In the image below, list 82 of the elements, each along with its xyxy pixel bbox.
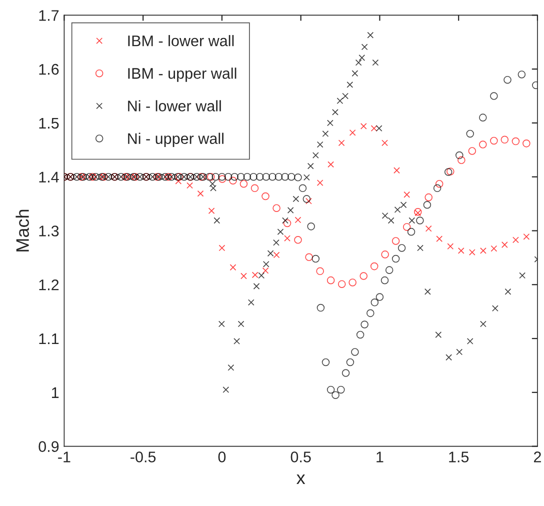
- point: [240, 180, 248, 188]
- point: [480, 247, 486, 254]
- point: [523, 233, 530, 240]
- y-tick-label: 1.5: [39, 118, 59, 129]
- point: [447, 243, 454, 250]
- legend-label: Ni - lower wall: [128, 100, 221, 112]
- point: [328, 161, 334, 168]
- point: [316, 180, 324, 186]
- point: [252, 272, 258, 278]
- point: [490, 136, 498, 145]
- point: [402, 223, 411, 231]
- point: [360, 122, 367, 130]
- y-tick-label: 1.3: [39, 226, 59, 236]
- point: [208, 208, 215, 214]
- y-tick-label: 1.2: [39, 279, 59, 290]
- legend-label: IBM - upper wall: [128, 68, 236, 82]
- point: [458, 156, 466, 164]
- point: [284, 235, 290, 242]
- point: [382, 140, 388, 146]
- point: [478, 140, 487, 148]
- point: [404, 191, 410, 198]
- point: [394, 167, 400, 174]
- y-tick-label: 1.4: [39, 172, 59, 182]
- point: [240, 272, 247, 280]
- point: [414, 210, 422, 216]
- point: [294, 236, 302, 244]
- x-tick-label: 1: [376, 452, 384, 462]
- point: [522, 140, 530, 148]
- point: [306, 198, 312, 204]
- point: [435, 180, 444, 188]
- legend-label: Ni - upper wall: [128, 132, 224, 148]
- point: [186, 182, 193, 189]
- y-axis-title: Mach: [16, 210, 29, 252]
- point: [468, 147, 476, 155]
- point: [348, 278, 356, 286]
- point: [414, 208, 422, 216]
- point: [370, 125, 378, 132]
- point: [283, 219, 292, 228]
- point: [229, 176, 237, 185]
- point: [338, 140, 345, 146]
- point: [360, 272, 368, 280]
- x-tick-label: 1.5: [449, 452, 469, 462]
- point: [425, 225, 432, 232]
- point: [501, 242, 508, 248]
- x-tick-label: 2: [534, 452, 541, 462]
- point: [262, 267, 269, 274]
- point: [273, 252, 280, 258]
- x-tick-label: 0: [218, 452, 226, 462]
- point: [490, 245, 498, 252]
- point: [512, 236, 519, 244]
- point: [218, 175, 226, 183]
- point: [272, 204, 280, 212]
- point: [305, 253, 313, 262]
- point: [458, 247, 464, 254]
- point: [316, 267, 324, 276]
- point: [468, 249, 476, 256]
- x-tick-label: 0.5: [290, 452, 311, 462]
- point: [349, 129, 356, 136]
- point: [392, 237, 400, 245]
- point: [294, 216, 302, 224]
- point: [250, 184, 259, 192]
- point: [500, 136, 509, 144]
- point: [381, 250, 389, 258]
- point: [326, 276, 335, 284]
- x-tick-label: -1: [58, 452, 70, 462]
- y-tick-label: 1: [52, 387, 59, 398]
- y-tick-label: 1.1: [39, 334, 59, 344]
- point: [230, 264, 236, 271]
- y-tick-label: 0.9: [38, 441, 59, 452]
- point: [197, 190, 204, 197]
- point: [424, 193, 433, 202]
- x-tick-label: -0.5: [130, 452, 156, 462]
- y-tick-label: 1.6: [39, 64, 59, 75]
- point: [436, 236, 443, 242]
- y-tick-label: 1.7: [39, 10, 59, 21]
- point: [370, 262, 378, 270]
- point: [218, 244, 226, 252]
- point: [512, 137, 520, 146]
- legend-label: IBM - lower wall: [128, 35, 234, 46]
- point: [338, 280, 346, 288]
- x-axis-title: x: [296, 474, 306, 484]
- point: [262, 192, 270, 200]
